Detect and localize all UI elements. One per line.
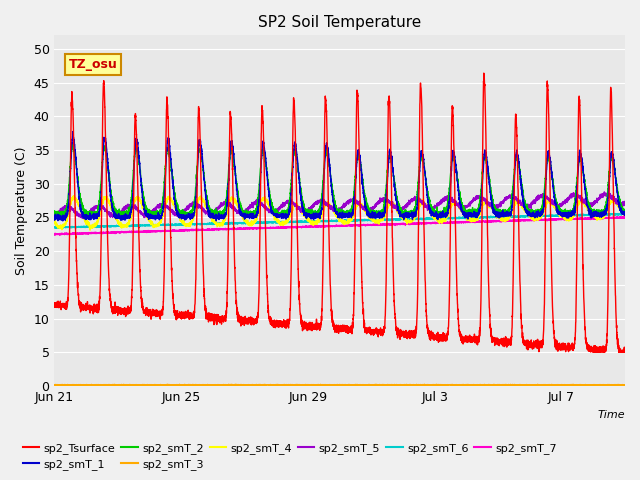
Text: TZ_osu: TZ_osu <box>68 58 117 71</box>
Text: Time: Time <box>597 410 625 420</box>
Title: SP2 Soil Temperature: SP2 Soil Temperature <box>258 15 421 30</box>
Y-axis label: Soil Temperature (C): Soil Temperature (C) <box>15 146 28 275</box>
Legend: sp2_Tsurface, sp2_smT_1, sp2_smT_2, sp2_smT_3, sp2_smT_4, sp2_smT_5, sp2_smT_6, : sp2_Tsurface, sp2_smT_1, sp2_smT_2, sp2_… <box>19 438 561 474</box>
